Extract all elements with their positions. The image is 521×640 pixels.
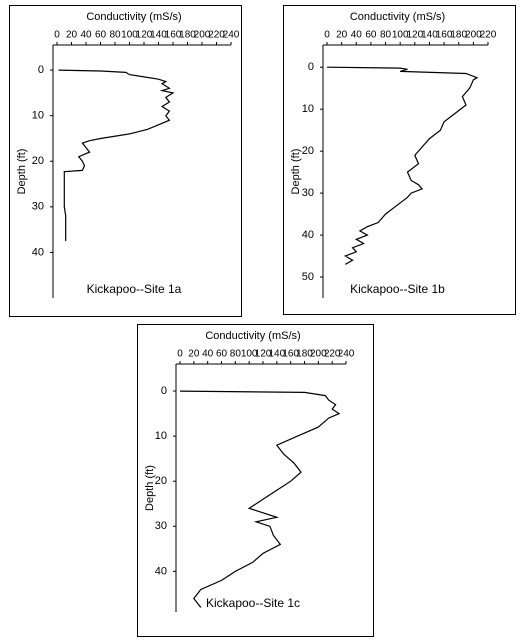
chart-title: Kickapoo--Site 1c xyxy=(206,596,300,610)
x-tick-label: 0 xyxy=(38,64,44,76)
chart-title: Kickapoo--Site 1a xyxy=(87,282,182,296)
x-tick-label: 0 xyxy=(161,385,167,397)
y-tick-label: 120 xyxy=(406,30,423,41)
x-tick-label: 20 xyxy=(302,145,314,157)
y-tick-label: 200 xyxy=(310,349,327,360)
depth-axis-label: Depth (ft) xyxy=(144,465,156,511)
y-tick-label: 40 xyxy=(80,30,92,41)
y-tick-label: 60 xyxy=(95,30,107,41)
x-tick-label: 30 xyxy=(32,201,44,213)
x-tick-label: 40 xyxy=(32,246,44,258)
panel-frame xyxy=(137,324,374,637)
y-tick-label: 0 xyxy=(324,30,330,41)
y-tick-label: 0 xyxy=(177,349,183,360)
y-tick-label: 120 xyxy=(136,30,153,41)
panel-frame xyxy=(9,5,242,317)
y-tick-label: 60 xyxy=(365,30,377,41)
profile-line xyxy=(326,66,479,265)
panel-frame xyxy=(283,5,516,315)
y-tick-label: 120 xyxy=(255,349,272,360)
y-tick-label: 160 xyxy=(436,30,453,41)
y-tick-label: 140 xyxy=(150,30,167,41)
x-tick-label: 10 xyxy=(155,430,167,442)
y-tick-label: 140 xyxy=(421,30,438,41)
chart-title: Kickapoo--Site 1b xyxy=(350,282,445,296)
y-tick-label: 220 xyxy=(208,30,225,41)
y-tick-label: 20 xyxy=(188,349,200,360)
y-tick-label: 240 xyxy=(338,349,355,360)
y-tick-label: 60 xyxy=(216,349,228,360)
y-tick-label: 20 xyxy=(66,30,78,41)
y-tick-label: 240 xyxy=(223,30,240,41)
y-tick-label: 80 xyxy=(380,30,392,41)
value-axis-label: Conductivity (mS/s) xyxy=(350,11,445,23)
x-tick-label: 40 xyxy=(155,565,167,577)
y-tick-label: 220 xyxy=(480,30,497,41)
depth-axis-label: Depth (ft) xyxy=(290,149,302,195)
x-tick-label: 0 xyxy=(308,61,314,73)
value-axis-label: Conductivity (mS/s) xyxy=(86,11,181,23)
x-tick-label: 10 xyxy=(32,110,44,122)
y-tick-label: 100 xyxy=(392,30,409,41)
y-tick-label: 40 xyxy=(351,30,363,41)
x-tick-label: 10 xyxy=(302,103,314,115)
y-tick-label: 40 xyxy=(202,349,214,360)
y-tick-label: 200 xyxy=(465,30,482,41)
y-tick-label: 20 xyxy=(336,30,348,41)
y-tick-label: 140 xyxy=(268,349,285,360)
x-tick-label: 40 xyxy=(302,229,314,241)
profile-line xyxy=(58,69,175,241)
y-tick-label: 0 xyxy=(54,30,60,41)
y-tick-label: 80 xyxy=(230,349,242,360)
y-tick-label: 200 xyxy=(194,30,211,41)
x-tick-label: 20 xyxy=(155,475,167,487)
y-tick-label: 220 xyxy=(324,349,341,360)
x-tick-label: 50 xyxy=(302,271,314,283)
y-tick-label: 180 xyxy=(296,349,313,360)
x-tick-label: 20 xyxy=(32,155,44,167)
y-tick-label: 160 xyxy=(165,30,182,41)
y-tick-label: 180 xyxy=(179,30,196,41)
x-tick-label: 30 xyxy=(155,520,167,532)
y-tick-label: 80 xyxy=(109,30,121,41)
depth-axis-label: Depth (ft) xyxy=(16,149,28,195)
y-tick-label: 100 xyxy=(121,30,138,41)
y-tick-label: 100 xyxy=(241,349,258,360)
x-tick-label: 30 xyxy=(302,187,314,199)
y-tick-label: 180 xyxy=(450,30,467,41)
value-axis-label: Conductivity (mS/s) xyxy=(205,330,300,342)
y-tick-label: 160 xyxy=(282,349,299,360)
profile-line xyxy=(179,390,341,608)
